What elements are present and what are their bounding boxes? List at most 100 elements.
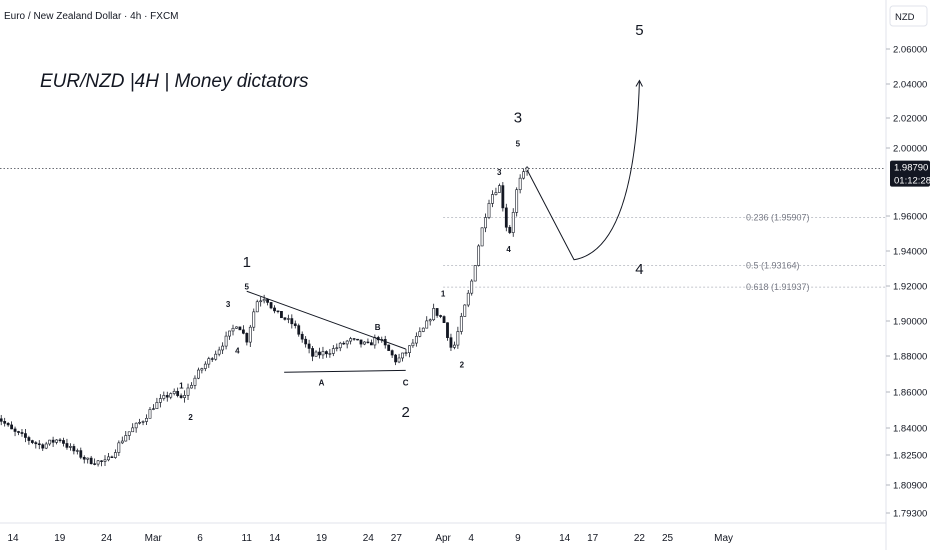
time-axis[interactable]: 14 19 24 Mar 6 11 14 19 24 27 Apr 4 9 14 17 22 25 May xyxy=(7,533,733,544)
candle xyxy=(394,353,398,366)
time-tick-label: 22 xyxy=(634,533,646,544)
candle xyxy=(10,421,13,430)
candle xyxy=(214,350,218,361)
candle xyxy=(307,339,311,354)
candle xyxy=(241,325,245,335)
candle xyxy=(197,367,200,380)
time-tick-label: 14 xyxy=(7,533,19,544)
candle xyxy=(418,327,422,338)
minor-wave-label: 3 xyxy=(226,300,231,309)
candle xyxy=(169,392,173,400)
candle xyxy=(518,174,522,194)
bar-countdown-label: 01:12:28 xyxy=(894,176,931,187)
price-axis[interactable]: 2.06000 2.04000 2.02000 2.00000 1.96000 1.940… xyxy=(886,45,927,520)
price-tick-label: 2.00000 xyxy=(893,144,927,155)
triangle-lower-trendline[interactable] xyxy=(284,369,406,373)
candle xyxy=(203,361,207,372)
candle xyxy=(463,304,467,317)
candle xyxy=(397,353,401,364)
major-wave-label: 3 xyxy=(514,110,522,127)
candle xyxy=(235,326,238,329)
candle xyxy=(96,460,100,467)
candle xyxy=(217,346,221,357)
price-tick-label: 1.80900 xyxy=(893,481,927,492)
candle xyxy=(473,265,477,282)
candle xyxy=(79,447,83,460)
candle xyxy=(89,455,93,465)
candle xyxy=(508,225,512,235)
candle xyxy=(466,290,470,308)
candle xyxy=(3,417,7,427)
candle xyxy=(425,316,429,329)
candle xyxy=(252,308,256,331)
minor-wave-label: 2 xyxy=(460,361,465,370)
time-tick-label: 19 xyxy=(54,533,66,544)
price-tick-label: 1.92000 xyxy=(893,282,927,293)
candle xyxy=(145,414,148,426)
candle xyxy=(155,397,159,410)
candle xyxy=(439,314,442,319)
candle xyxy=(435,308,439,318)
minor-wave-label: 4 xyxy=(506,245,511,254)
candle xyxy=(107,452,110,462)
candle xyxy=(491,190,494,208)
minor-wave-label: C xyxy=(403,379,409,388)
candle xyxy=(48,439,52,446)
candle xyxy=(366,338,370,344)
candle xyxy=(501,182,505,212)
candle xyxy=(20,429,24,437)
candle xyxy=(428,318,432,326)
candle xyxy=(165,391,169,402)
wave-projection-path[interactable] xyxy=(526,80,640,261)
major-wave-label: 2 xyxy=(402,404,410,421)
fib-retracement[interactable]: 0.236 (1.95907) 0.5 (1.93164) 0.618 (1.919… xyxy=(443,213,886,292)
candle xyxy=(314,350,318,357)
candle xyxy=(359,339,363,348)
candle xyxy=(72,443,76,455)
candle xyxy=(273,305,276,314)
candle xyxy=(363,341,366,346)
candle xyxy=(86,457,90,464)
candle xyxy=(266,298,270,306)
candle xyxy=(387,344,391,351)
candle xyxy=(345,339,349,349)
candle xyxy=(515,187,519,217)
candle xyxy=(141,420,145,426)
candle xyxy=(75,448,79,455)
minor-wave-label: A xyxy=(319,379,325,388)
candle xyxy=(207,356,211,368)
candle xyxy=(304,336,308,348)
candle xyxy=(369,339,373,346)
candle xyxy=(480,227,484,247)
price-tick-label: 1.86000 xyxy=(893,388,927,399)
time-tick-label: May xyxy=(714,533,733,544)
time-tick-label: 11 xyxy=(242,533,253,544)
triangle-upper-trendline[interactable] xyxy=(246,290,406,350)
candle xyxy=(58,438,62,443)
candle xyxy=(432,303,436,322)
candle xyxy=(62,437,65,447)
candle xyxy=(117,440,121,457)
symbol-title[interactable]: Euro / New Zealand Dollar · 4h · FXCM xyxy=(4,11,179,22)
time-tick-label: 9 xyxy=(515,533,521,544)
candle xyxy=(221,342,225,354)
drawing-overlays[interactable] xyxy=(0,79,886,373)
candle xyxy=(69,443,72,451)
candle xyxy=(103,455,107,467)
candle xyxy=(442,315,446,323)
candle xyxy=(158,394,162,408)
candle xyxy=(449,333,453,351)
candle xyxy=(148,406,152,419)
candle xyxy=(408,345,411,358)
major-wave-label: 1 xyxy=(243,254,251,271)
price-tick-label: 1.90000 xyxy=(893,317,927,328)
candle xyxy=(65,438,69,450)
time-tick-label: 17 xyxy=(587,533,599,544)
minor-wave-label: 1 xyxy=(441,290,446,299)
price-tick-label: 1.94000 xyxy=(893,247,927,258)
price-tick-label: 1.79300 xyxy=(893,509,927,520)
currency-button[interactable] xyxy=(889,5,928,27)
candle xyxy=(162,391,166,401)
candle xyxy=(0,414,3,426)
